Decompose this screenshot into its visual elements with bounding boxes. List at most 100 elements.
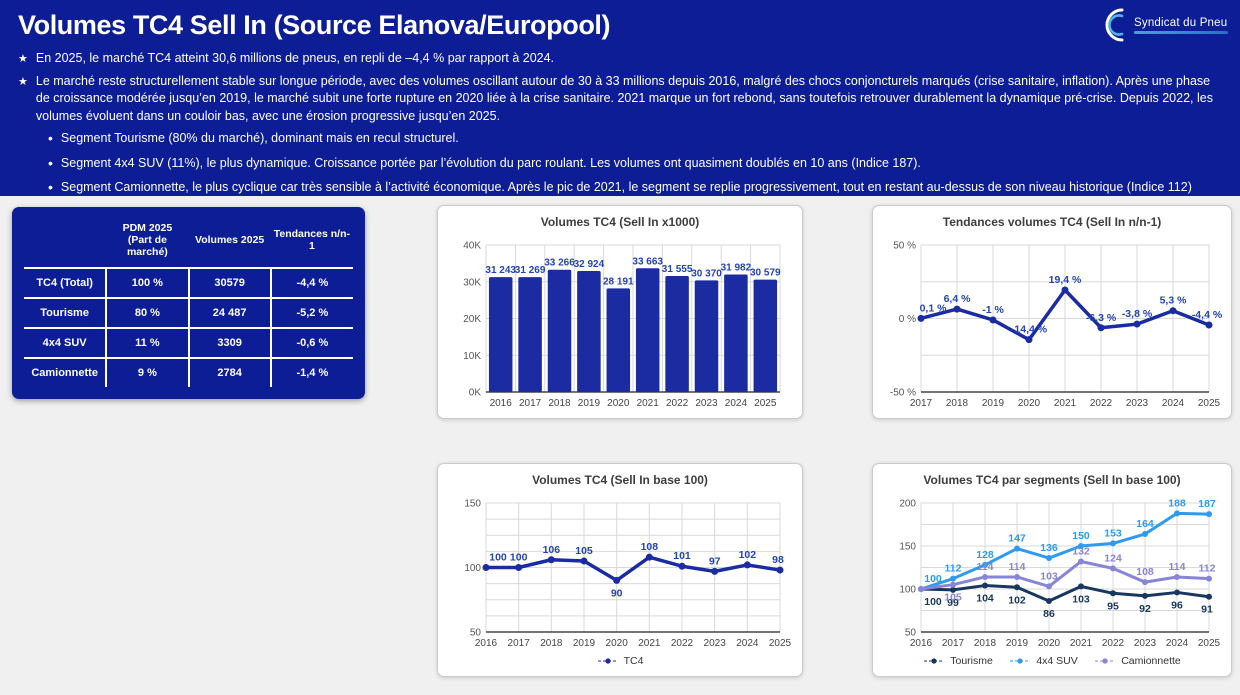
svg-text:2019: 2019 <box>1006 638 1029 649</box>
segments-chart-card: Volumes TC4 par segments (Sell In base 1… <box>872 463 1232 677</box>
segments-line-plot: 200 150 100 50 2016 2017 2018 2019 2020 2021 2022 2… <box>881 489 1223 652</box>
svg-text:2025: 2025 <box>754 398 777 409</box>
tendances-line-plot: 50 % 0 % -50 % 2017 2018 2019 2020 2021 2022 2023… <box>881 231 1223 412</box>
svg-text:20K: 20K <box>463 314 481 325</box>
svg-text:114: 114 <box>1169 561 1186 573</box>
dot-icon: • <box>48 154 53 171</box>
svg-text:-6,3 %: -6,3 % <box>1086 312 1117 324</box>
svg-text:99: 99 <box>947 597 959 609</box>
svg-text:2018: 2018 <box>974 638 997 649</box>
svg-text:100: 100 <box>510 552 528 564</box>
svg-text:-4,4 %: -4,4 % <box>1192 309 1223 321</box>
svg-text:2021: 2021 <box>1054 398 1077 409</box>
svg-text:2016: 2016 <box>490 398 513 409</box>
chart-title: Volumes TC4 (Sell In x1000) <box>540 215 700 229</box>
svg-text:2021: 2021 <box>637 398 660 409</box>
svg-text:150: 150 <box>899 542 916 553</box>
svg-text:2024: 2024 <box>725 398 748 409</box>
tendance-value: -4,4 % <box>269 268 353 300</box>
svg-text:2025: 2025 <box>1198 398 1221 409</box>
svg-text:2023: 2023 <box>704 638 727 649</box>
svg-text:2022: 2022 <box>1090 398 1113 409</box>
legend-label: 4x4 SUV <box>1036 655 1078 667</box>
svg-text:86: 86 <box>1043 608 1055 620</box>
svg-text:2020: 2020 <box>1038 638 1061 649</box>
col-header-tendances: Tendances n/n-1 <box>270 219 353 269</box>
svg-text:128: 128 <box>976 549 994 561</box>
svg-text:124: 124 <box>1104 552 1122 564</box>
svg-text:2023: 2023 <box>1134 638 1157 649</box>
svg-text:101: 101 <box>673 550 691 562</box>
svg-text:2022: 2022 <box>671 638 694 649</box>
volume-value: 3309 <box>187 328 271 360</box>
table-header-row: PDM 2025 (Part de marché) Volumes 2025 T… <box>24 219 353 269</box>
svg-text:2017: 2017 <box>508 638 531 649</box>
svg-text:2020: 2020 <box>606 638 629 649</box>
chart-legend: Tourisme 4x4 SUV Camionnette <box>881 652 1223 670</box>
svg-text:2016: 2016 <box>910 638 933 649</box>
svg-text:40K: 40K <box>463 241 481 252</box>
pdm-value: 100 % <box>105 268 189 300</box>
bullet-text: Segment Tourisme (80% du marché), domina… <box>60 130 459 145</box>
svg-text:33 266: 33 266 <box>544 258 575 269</box>
crescent-icon <box>1105 8 1124 42</box>
chart-title: Tendances volumes TC4 (Sell In n/n-1) <box>942 215 1162 229</box>
svg-text:108: 108 <box>641 541 659 553</box>
svg-text:100: 100 <box>899 585 916 596</box>
svg-text:2017: 2017 <box>942 638 965 649</box>
svg-text:30K: 30K <box>463 277 481 288</box>
svg-text:2022: 2022 <box>1102 638 1125 649</box>
svg-text:187: 187 <box>1198 498 1216 510</box>
svg-text:103: 103 <box>1072 593 1090 605</box>
svg-text:114: 114 <box>977 561 994 573</box>
base100-line-plot: 150 100 50 2016 2017 2018 2019 2020 2021 2022 2023… <box>446 489 794 652</box>
table-row-label: 4x4 SUV <box>24 328 107 360</box>
svg-text:33 663: 33 663 <box>632 256 663 267</box>
col-header-volumes: Volumes 2025 <box>188 219 271 269</box>
svg-text:-50 %: -50 % <box>890 388 916 399</box>
volume-value: 30579 <box>187 268 271 300</box>
bullet-item: • Segment Tourisme (80% du marché), domi… <box>48 130 1220 148</box>
svg-text:31 555: 31 555 <box>662 264 693 275</box>
svg-text:2018: 2018 <box>548 398 571 409</box>
logo-name: Syndicat du Pneu <box>1134 16 1228 29</box>
svg-text:2019: 2019 <box>982 398 1005 409</box>
syndicat-du-pneu-logo: Syndicat du Pneu <box>1099 6 1228 44</box>
legend-item: Tourisme <box>923 655 993 667</box>
svg-text:90: 90 <box>611 587 623 599</box>
pdm-value: 11 % <box>105 328 189 360</box>
svg-text:100: 100 <box>489 552 507 564</box>
table-row: 4x4 SUV 11 % 3309 -0,6 % <box>24 328 353 360</box>
legend-item: TC4 <box>597 655 644 667</box>
svg-text:132: 132 <box>1072 545 1090 557</box>
svg-text:108: 108 <box>1136 566 1154 578</box>
bullet-item: • Segment Camionnette, le plus cyclique … <box>48 179 1220 197</box>
svg-text:2023: 2023 <box>695 398 718 409</box>
svg-text:30 579: 30 579 <box>750 268 781 279</box>
star-icon: ★ <box>18 75 28 88</box>
svg-text:188: 188 <box>1168 497 1186 509</box>
pdm-value: 9 % <box>105 358 189 387</box>
header: Volumes TC4 Sell In (Source Elanova/Euro… <box>0 0 1240 196</box>
svg-text:91: 91 <box>1201 604 1213 616</box>
svg-text:50: 50 <box>905 628 917 639</box>
svg-text:28 191: 28 191 <box>603 276 634 287</box>
svg-text:92: 92 <box>1139 603 1151 615</box>
bullet-list: ★ En 2025, le marché TC4 atteint 30,6 mi… <box>18 50 1220 197</box>
svg-text:147: 147 <box>1008 533 1026 545</box>
bullet-text: Segment Camionnette, le plus cyclique ca… <box>60 180 1192 195</box>
bullet-item: ★ Le marché reste structurellement stabl… <box>18 73 1213 126</box>
svg-text:114: 114 <box>1009 561 1026 573</box>
svg-text:-1 %: -1 % <box>982 304 1004 316</box>
svg-text:105: 105 <box>575 545 593 557</box>
table-row-label: Tourisme <box>24 298 107 330</box>
svg-text:112: 112 <box>945 563 962 575</box>
svg-text:136: 136 <box>1040 542 1058 554</box>
svg-text:2019: 2019 <box>578 398 601 409</box>
svg-text:200: 200 <box>899 499 916 510</box>
logo-text: Syndicat du Pneu <box>1134 17 1228 34</box>
svg-text:2024: 2024 <box>736 638 759 649</box>
legend-label: TC4 <box>623 655 644 667</box>
svg-text:19,4 %: 19,4 % <box>1049 274 1082 286</box>
svg-text:102: 102 <box>1008 594 1026 606</box>
